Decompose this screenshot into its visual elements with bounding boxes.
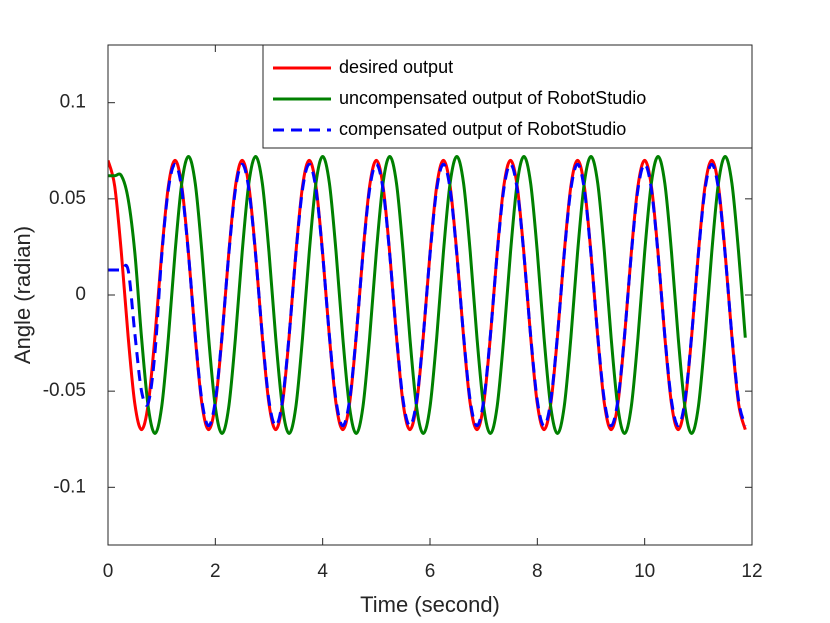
legend-label: desired output bbox=[339, 57, 453, 77]
y-tick-label: 0.05 bbox=[49, 188, 86, 209]
x-tick-label: 2 bbox=[210, 561, 221, 582]
legend-box bbox=[262, 44, 753, 149]
x-tick-label: 8 bbox=[532, 561, 543, 582]
x-tick-label: 0 bbox=[103, 561, 114, 582]
x-tick-label: 4 bbox=[317, 561, 328, 582]
series-line bbox=[108, 162, 747, 428]
legend-label: uncompensated output of RobotStudio bbox=[339, 88, 646, 108]
x-tick-label: 12 bbox=[741, 561, 762, 582]
y-tick-label: 0.1 bbox=[60, 92, 86, 113]
x-tick-label: 10 bbox=[634, 561, 655, 582]
y-tick-label: -0.05 bbox=[43, 380, 86, 401]
y-tick-label: 0 bbox=[75, 284, 86, 305]
y-axis-label: Angle (radian) bbox=[10, 226, 35, 364]
x-axis-label: Time (second) bbox=[360, 592, 500, 617]
x-tick-label: 6 bbox=[425, 561, 436, 582]
y-tick-label: -0.1 bbox=[53, 476, 86, 497]
legend-label: compensated output of RobotStudio bbox=[339, 119, 626, 139]
